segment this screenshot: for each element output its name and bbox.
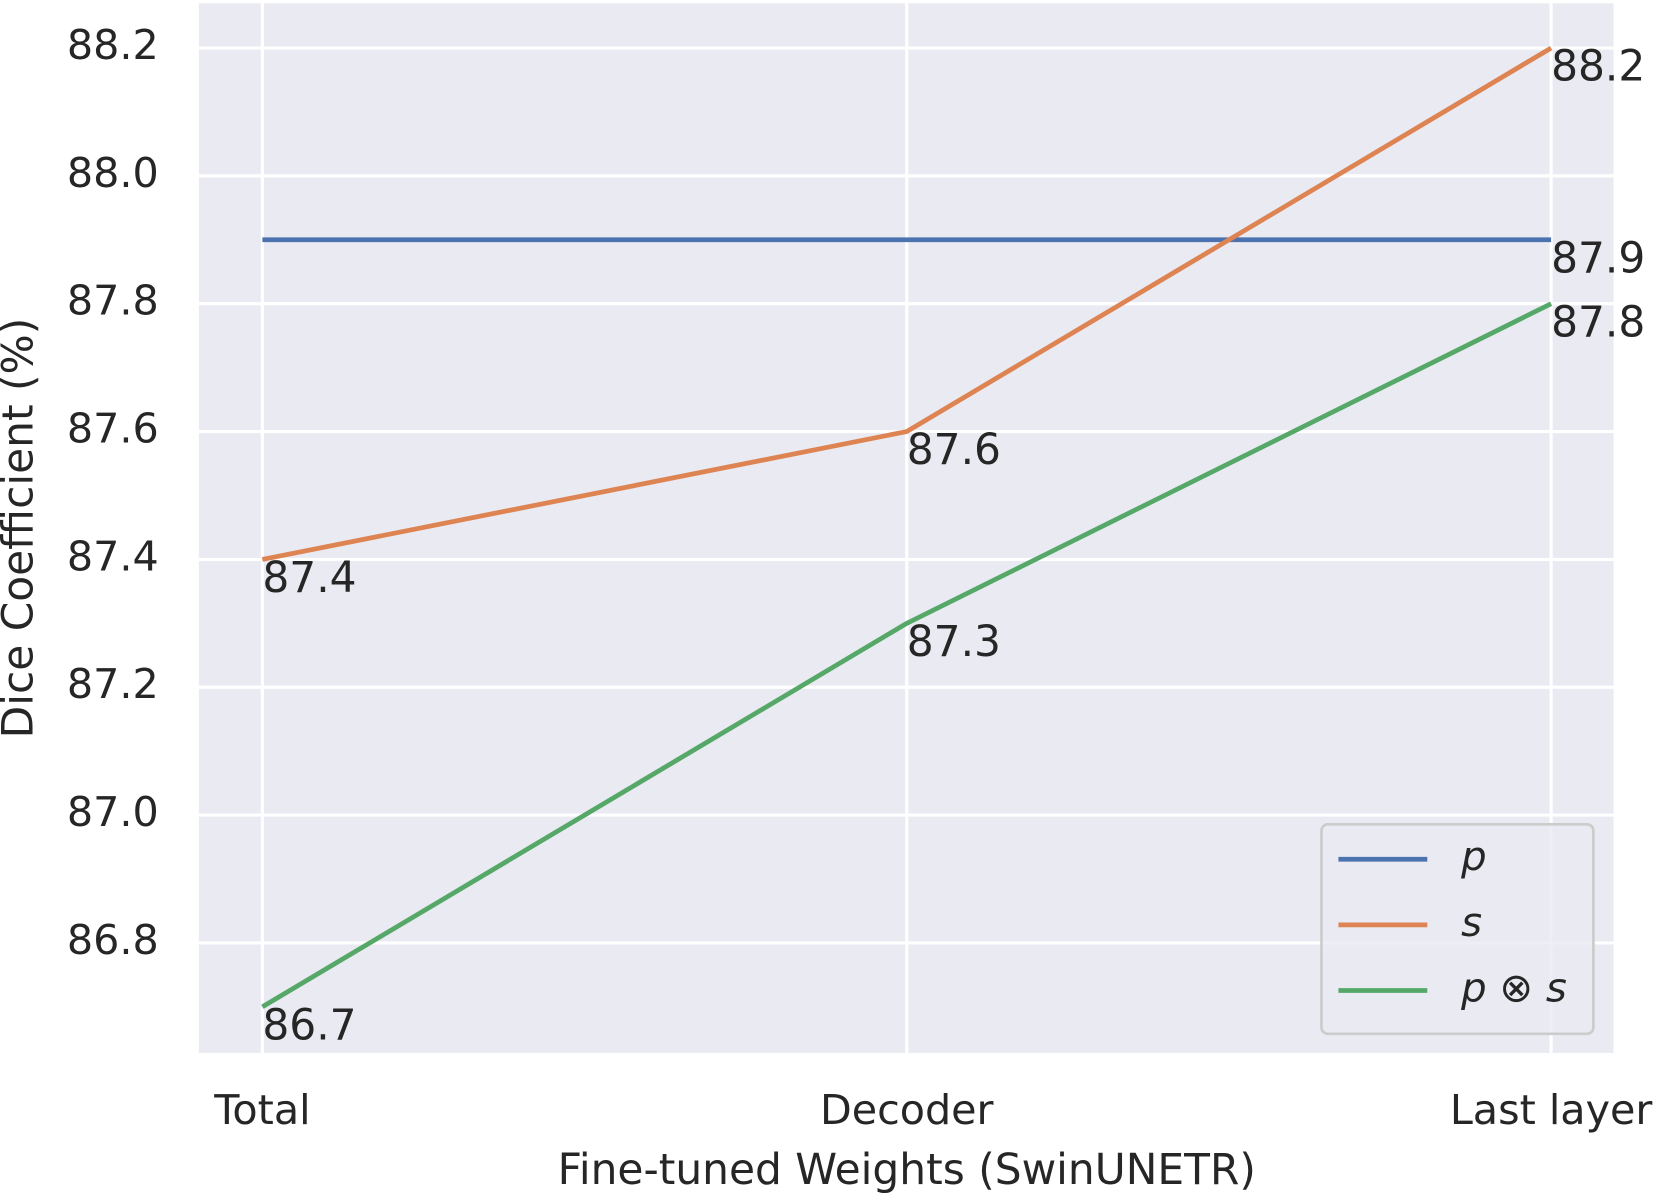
x-axis-label: Fine-tuned Weights (SwinUNETR) bbox=[558, 1145, 1256, 1194]
legend-label: s bbox=[1461, 900, 1482, 946]
x-tick-label: Last layer bbox=[1450, 1086, 1653, 1134]
y-tick-label: 87.2 bbox=[67, 660, 159, 708]
data-label: 87.6 bbox=[907, 425, 1001, 474]
data-label: 87.3 bbox=[907, 617, 1001, 666]
y-tick-label: 87.8 bbox=[67, 277, 159, 325]
y-tick-label: 87.6 bbox=[67, 405, 159, 453]
data-label: 87.9 bbox=[1551, 233, 1645, 282]
series-line bbox=[261, 301, 1553, 1009]
legend-box bbox=[1320, 823, 1595, 1036]
x-tick-label: Decoder bbox=[820, 1086, 994, 1134]
y-tick-label: 87.0 bbox=[67, 788, 159, 836]
data-label: 88.2 bbox=[1551, 42, 1645, 91]
data-label: 86.7 bbox=[262, 1001, 356, 1050]
legend: ps p ⊗ s bbox=[1320, 823, 1595, 1036]
series-line bbox=[261, 45, 1553, 562]
y-tick-label: 86.8 bbox=[67, 916, 159, 964]
y-axis-label: Dice Coefficient (%) bbox=[0, 318, 43, 739]
legend-label: p bbox=[1460, 834, 1487, 880]
x-tick-label: Total bbox=[213, 1086, 310, 1134]
y-tick-label: 88.0 bbox=[67, 149, 159, 197]
data-label: 87.8 bbox=[1551, 297, 1645, 346]
y-tick-label: 88.2 bbox=[67, 21, 159, 69]
legend-label: p ⊗ s bbox=[1460, 965, 1567, 1011]
y-tick-label: 87.4 bbox=[67, 532, 159, 580]
data-label: 87.4 bbox=[262, 553, 356, 602]
